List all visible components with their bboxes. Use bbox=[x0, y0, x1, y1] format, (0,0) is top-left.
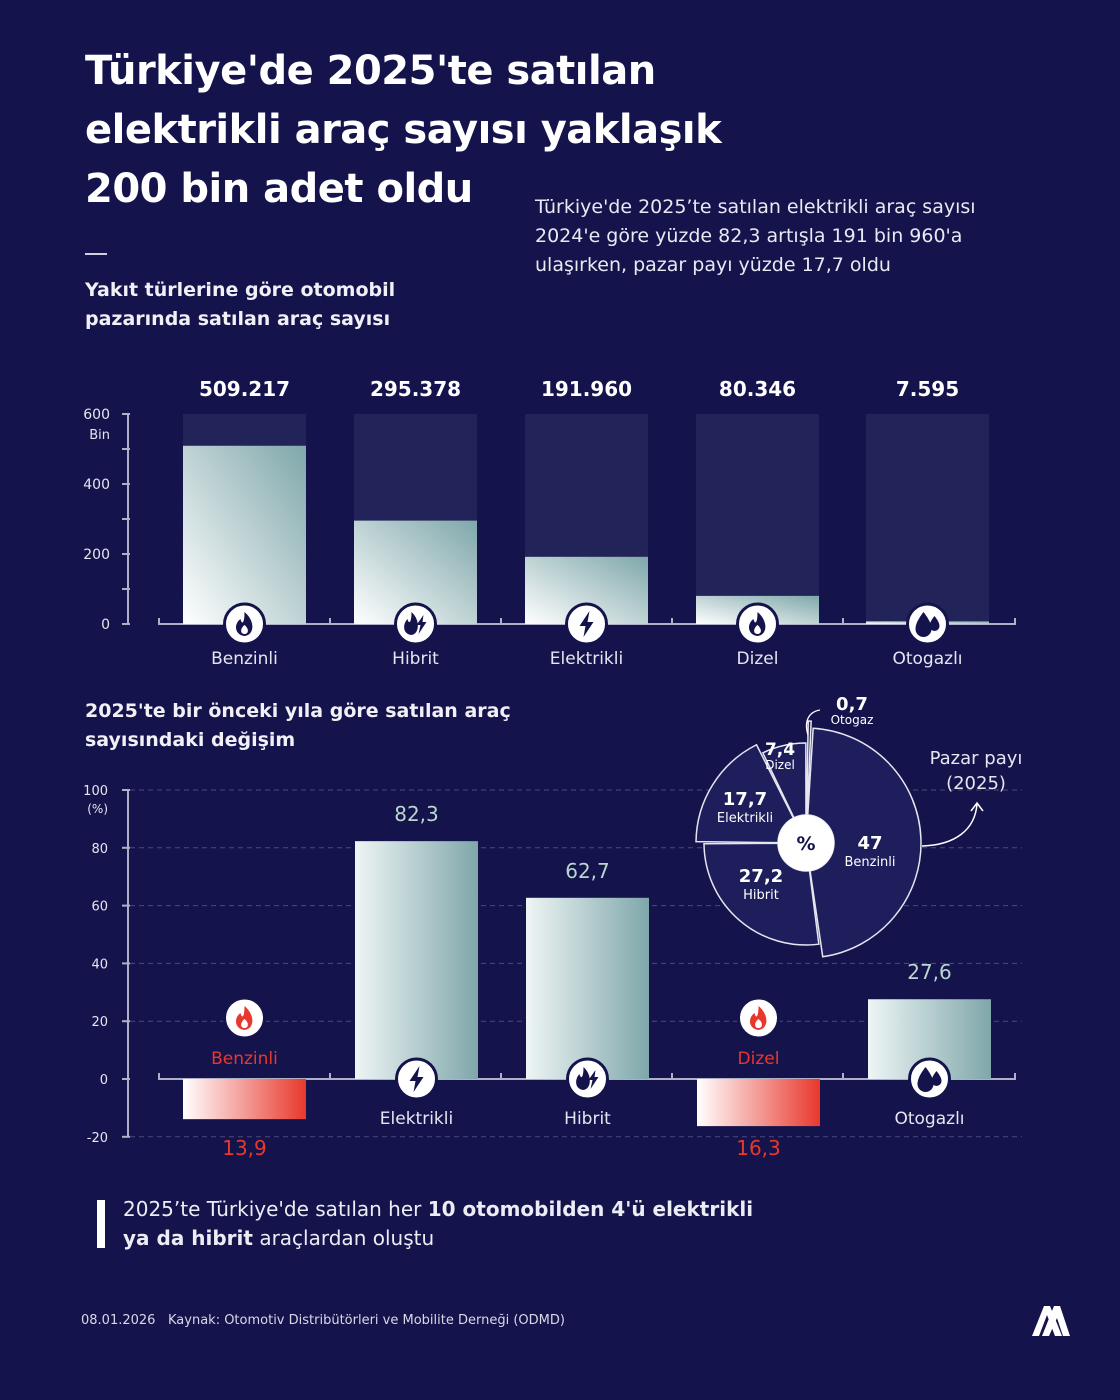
bar-value-label: 27,6 bbox=[907, 960, 952, 984]
note-pre: 2025’te Türkiye'de satılan her bbox=[123, 1197, 428, 1221]
date: 08.01.2026 bbox=[81, 1313, 156, 1328]
pie-value-label: 47 bbox=[857, 833, 882, 854]
bar-value-label: 80.346 bbox=[719, 377, 796, 401]
pie-category-label: Hibrit bbox=[743, 888, 779, 903]
pie-title-arrow bbox=[921, 801, 984, 847]
bar-track bbox=[866, 414, 989, 624]
category-label: Dizel bbox=[738, 1049, 780, 1069]
category-label: Benzinli bbox=[211, 649, 278, 669]
pie-center-label: % bbox=[796, 833, 815, 855]
y-unit-label: (%) bbox=[87, 802, 108, 816]
y-tick-label: 200 bbox=[83, 547, 110, 563]
y-tick-label: 0 bbox=[101, 617, 110, 633]
flame-icon bbox=[223, 996, 266, 1040]
y-tick-label: 0 bbox=[100, 1073, 108, 1088]
bar-Benzinli bbox=[183, 1079, 306, 1120]
pie-category-label: Benzinli bbox=[844, 855, 895, 870]
y-tick-label: 400 bbox=[83, 477, 110, 493]
y-tick-label: 80 bbox=[91, 842, 108, 857]
category-label: Elektrikli bbox=[380, 1109, 453, 1129]
bar-value-label: 82,3 bbox=[394, 802, 439, 826]
pie-title: Pazar payı bbox=[930, 748, 1023, 769]
bolt-icon bbox=[565, 602, 608, 646]
category-label: Benzinli bbox=[211, 1049, 278, 1069]
divider bbox=[85, 253, 107, 255]
flame-icon bbox=[737, 996, 780, 1040]
bar-Hibrit bbox=[526, 897, 649, 1079]
y-unit-label: Bin bbox=[89, 428, 110, 443]
bar-value-label: 16,3 bbox=[736, 1136, 781, 1160]
bar-value-label: 509.217 bbox=[199, 377, 290, 401]
pie-value-label: 17,7 bbox=[723, 789, 767, 810]
flame-icon bbox=[223, 602, 266, 646]
y-tick-label: 60 bbox=[91, 900, 108, 915]
subtitle: Türkiye'de 2025’te satılan elektrikli ar… bbox=[535, 196, 976, 276]
source: Kaynak: Otomotiv Distribütörleri ve Mobi… bbox=[168, 1313, 565, 1328]
flame-icon bbox=[736, 602, 779, 646]
otogaz-arrow bbox=[805, 709, 821, 736]
bar-value-label: 13,9 bbox=[222, 1136, 267, 1160]
category-label: Otogazlı bbox=[894, 1109, 964, 1129]
y-tick-label: 100 bbox=[83, 784, 108, 799]
bar-value-label: 295.378 bbox=[370, 377, 461, 401]
hybrid-icon bbox=[566, 1057, 609, 1101]
y-tick-label: 600 bbox=[83, 407, 110, 423]
pie-category-label: Otogaz bbox=[831, 713, 874, 727]
bolt-icon bbox=[395, 1057, 438, 1101]
y-tick-label: 40 bbox=[91, 957, 108, 972]
y-tick-label: 20 bbox=[91, 1015, 108, 1030]
y-tick-label: -20 bbox=[87, 1131, 108, 1146]
pie-center bbox=[778, 815, 834, 871]
note-accent-bar bbox=[97, 1200, 105, 1248]
pie-value-label: 7,4 bbox=[765, 740, 795, 760]
pie-category-label: Dizel bbox=[765, 758, 795, 772]
note-bold: 10 otomobilden 4'ü elektrikli ya da hibr… bbox=[123, 1197, 754, 1250]
chart2-title: 2025'te bir önceki yıla göre satılan ara… bbox=[85, 700, 511, 751]
drop-icon bbox=[906, 602, 949, 646]
bar-track bbox=[696, 414, 819, 624]
bar-Benzinli bbox=[183, 445, 306, 624]
pie-value-label: 0,7 bbox=[836, 694, 868, 715]
page-title: Türkiye'de 2025'te satılan elektrikli ar… bbox=[85, 48, 722, 212]
hybrid-icon bbox=[394, 602, 437, 646]
bar-value-label: 191.960 bbox=[541, 377, 632, 401]
bar-value-label: 62,7 bbox=[565, 859, 610, 883]
category-label: Dizel bbox=[737, 649, 779, 669]
category-label: Otogazlı bbox=[892, 649, 962, 669]
bar-Elektrikli bbox=[355, 841, 478, 1079]
drop-icon bbox=[908, 1057, 951, 1101]
pie-value-label: 27,2 bbox=[739, 866, 783, 887]
note-post: araçlardan oluştu bbox=[252, 1226, 435, 1250]
pie-category-label: Elektrikli bbox=[717, 811, 773, 826]
category-label: Hibrit bbox=[392, 649, 439, 669]
category-label: Elektrikli bbox=[550, 649, 623, 669]
pie-title-year: (2025) bbox=[946, 773, 1006, 794]
note-text: 2025’te Türkiye'de satılan her 10 otomob… bbox=[123, 1195, 763, 1253]
bar-Dizel bbox=[697, 1079, 820, 1127]
aa-logo bbox=[1032, 1306, 1070, 1336]
bar-value-label: 7.595 bbox=[896, 377, 959, 401]
category-label: Hibrit bbox=[564, 1109, 611, 1129]
chart1-title: Yakıt türlerine göre otomobil pazarında … bbox=[85, 279, 396, 330]
